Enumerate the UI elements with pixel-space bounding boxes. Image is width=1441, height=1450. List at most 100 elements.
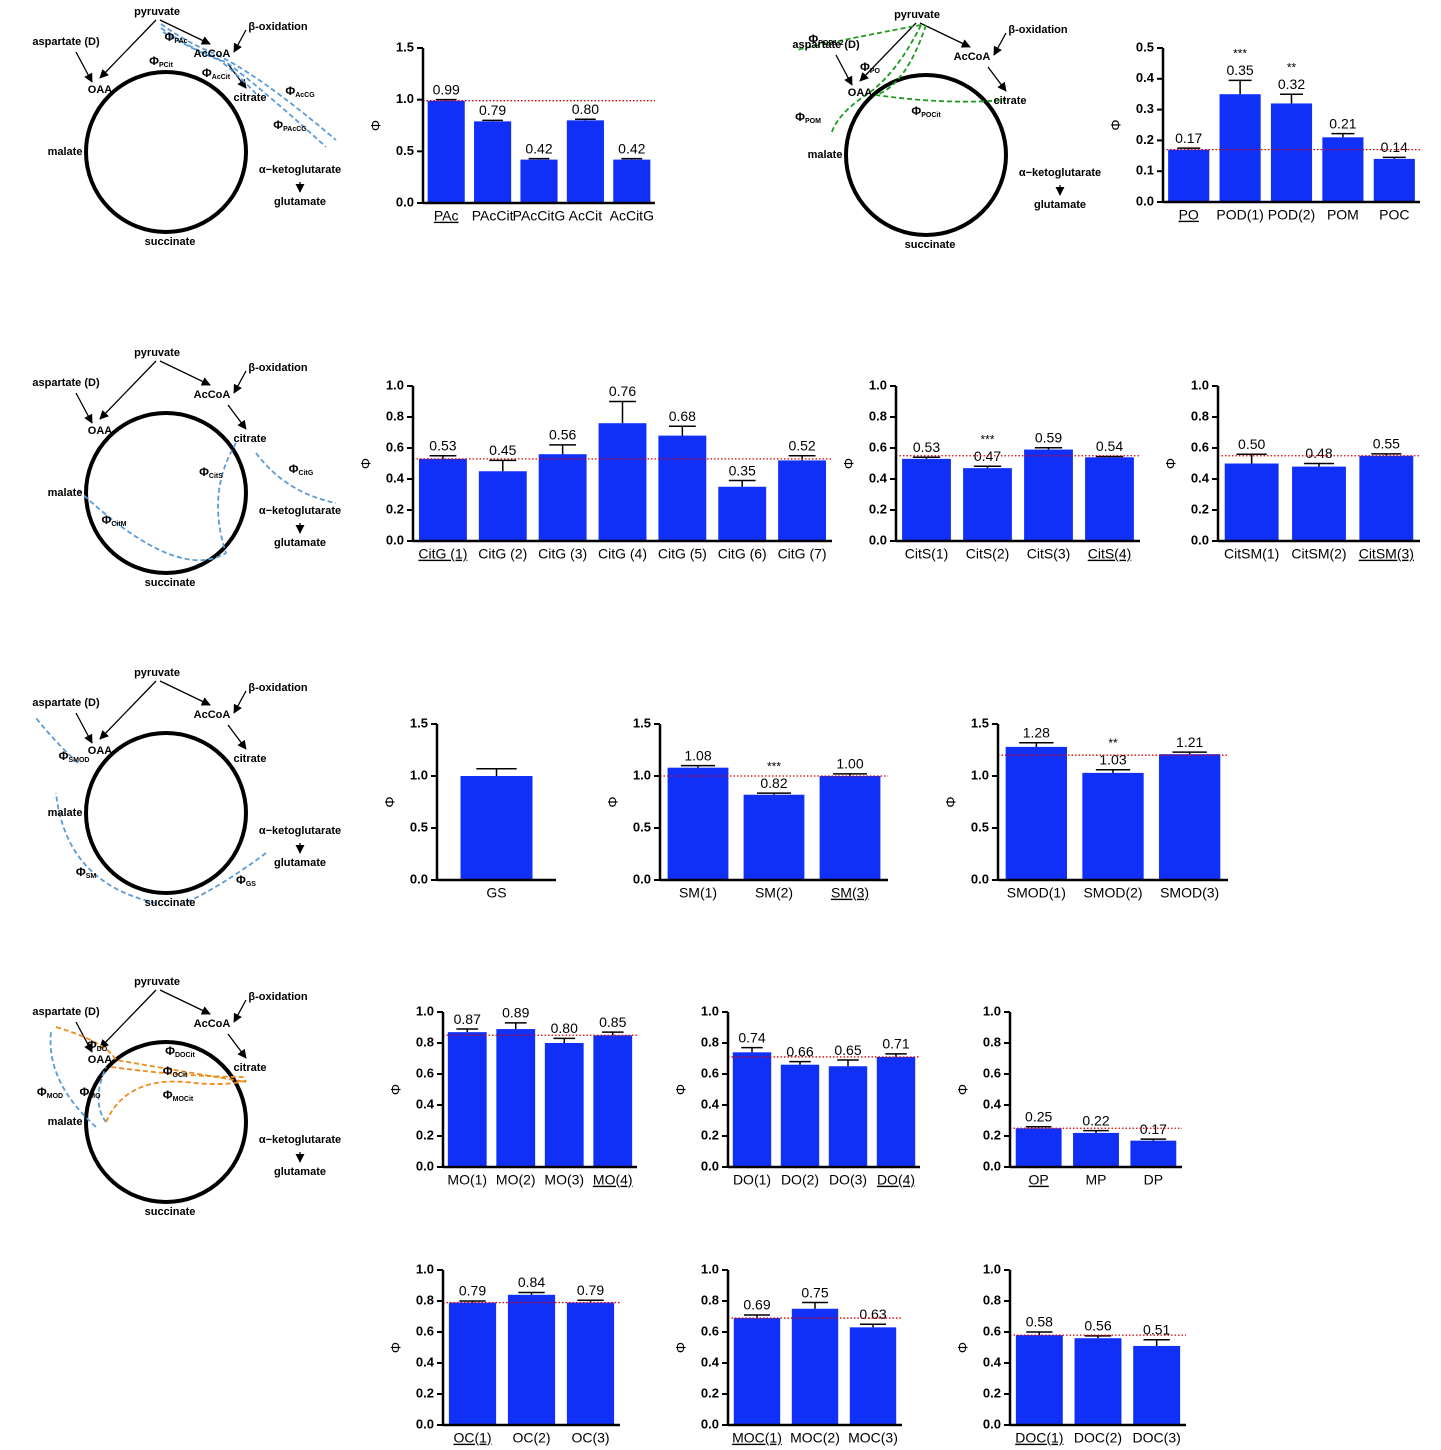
metabolite-label: citrate (233, 92, 266, 104)
x-tick-label: CitS(1) (905, 546, 949, 562)
flux-symbol: Φ (236, 873, 246, 887)
metabolite-label: malate (48, 1116, 83, 1128)
y-tick-label: 0.4 (386, 470, 405, 485)
x-tick-label: PO (1179, 207, 1199, 223)
y-tick-label: 0.4 (701, 1354, 720, 1369)
x-tick-label: OP (1029, 1172, 1049, 1188)
y-tick-label: 1.0 (386, 377, 404, 392)
value-label: 0.53 (913, 439, 940, 455)
tca-cycle (86, 413, 246, 573)
x-tick-label: CitG (6) (718, 546, 767, 562)
value-label: 0.53 (429, 437, 456, 453)
value-label: 0.35 (729, 462, 756, 478)
x-tick-label: MOC(2) (790, 1430, 840, 1446)
value-label: 0.14 (1381, 139, 1408, 155)
bar (668, 768, 729, 880)
value-label: 0.55 (1373, 436, 1400, 452)
flux-subscript: POD1-2 (818, 40, 843, 47)
bar (1073, 1133, 1119, 1167)
arrow (100, 681, 156, 739)
bar (829, 1066, 867, 1167)
metabolite-label: glutamate (274, 537, 326, 549)
y-tick-label: 0.1 (1136, 163, 1154, 178)
x-tick-label: DOC(2) (1074, 1430, 1122, 1446)
arrow (160, 681, 210, 705)
y-tick-label: 1.0 (633, 767, 651, 782)
arrow (228, 1034, 246, 1058)
flux-subscript: PCit (159, 62, 174, 69)
arrow (988, 67, 1006, 91)
significance-label: ** (1108, 736, 1118, 750)
flux-subscript: POM (805, 118, 821, 125)
bar (733, 1052, 771, 1167)
y-axis-label: Φ (943, 796, 959, 807)
flux-label: ΦMOD (37, 1085, 63, 1100)
y-tick-label: 0.4 (416, 1096, 435, 1111)
value-label: 1.08 (684, 747, 711, 763)
y-tick-label: 0.6 (983, 1065, 1001, 1080)
value-label: 0.69 (743, 1297, 770, 1313)
bar (1159, 754, 1220, 880)
flux-path (256, 453, 336, 503)
arrow (234, 371, 246, 393)
value-label: 0.82 (760, 775, 787, 791)
x-tick-label: MO(2) (496, 1172, 536, 1188)
metabolite-label: aspartate (D) (32, 377, 100, 389)
y-axis-label: Φ (368, 120, 384, 131)
pathway-diagram: pyruvateβ-oxidationaspartate (D)OAAAcCoA… (32, 667, 341, 909)
value-label: 0.80 (551, 1020, 578, 1036)
x-tick-label: CitG (7) (778, 546, 827, 562)
bar (461, 776, 533, 880)
bar (1322, 137, 1363, 202)
bar (599, 423, 647, 541)
x-tick-label: SMOD(3) (1160, 885, 1219, 901)
y-tick-label: 0.6 (983, 1323, 1001, 1338)
value-label: 0.50 (1238, 436, 1265, 452)
bar (1024, 450, 1073, 541)
x-tick-label: PAc (434, 208, 459, 224)
bar (1359, 456, 1413, 541)
bar (963, 468, 1012, 541)
metabolite-label: OAA (848, 87, 873, 99)
metabolite-label: β-oxidation (248, 21, 308, 33)
value-label: 0.63 (859, 1306, 886, 1322)
y-tick-label: 0.4 (1136, 70, 1155, 85)
y-tick-label: 0.2 (416, 1127, 434, 1142)
value-label: 0.87 (454, 1011, 481, 1027)
y-tick-label: 1.0 (416, 1003, 434, 1018)
value-label: 0.45 (489, 442, 516, 458)
value-label: 1.00 (836, 756, 863, 772)
flux-symbol: Φ (911, 104, 921, 118)
flux-subscript: MOCit (173, 1096, 194, 1103)
metabolite-label: malate (48, 146, 83, 158)
metabolite-label: malate (808, 149, 843, 161)
metabolite-label: citrate (993, 95, 1026, 107)
bar (778, 460, 826, 541)
significance-label: ** (1287, 60, 1297, 74)
bar (1082, 773, 1143, 880)
bar (545, 1043, 584, 1167)
flux-symbol: Φ (202, 66, 212, 80)
bar (1292, 467, 1346, 541)
bar (820, 776, 881, 880)
x-tick-label: CitSM(1) (1224, 546, 1279, 562)
flux-label: ΦGS (236, 873, 256, 888)
bar-chart: 0.99PAc0.79PAcCit0.42PAcCitG0.80AcCit0.4… (368, 39, 655, 223)
x-tick-label: PAcCitG (513, 208, 566, 224)
metabolite-label: AcCoA (954, 51, 991, 63)
value-label: 0.25 (1025, 1108, 1052, 1124)
y-tick-label: 0.4 (869, 470, 888, 485)
metabolite-label: OAA (88, 84, 113, 96)
value-label: 0.42 (525, 140, 552, 156)
y-tick-label: 1.0 (983, 1003, 1001, 1018)
y-tick-label: 1.5 (410, 715, 428, 730)
y-tick-label: 0.0 (410, 871, 428, 886)
y-tick-label: 1.5 (396, 39, 414, 54)
value-label: 0.75 (801, 1284, 828, 1300)
y-tick-label: 1.5 (971, 715, 989, 730)
y-tick-label: 0.2 (983, 1385, 1001, 1400)
bar (1271, 103, 1312, 202)
